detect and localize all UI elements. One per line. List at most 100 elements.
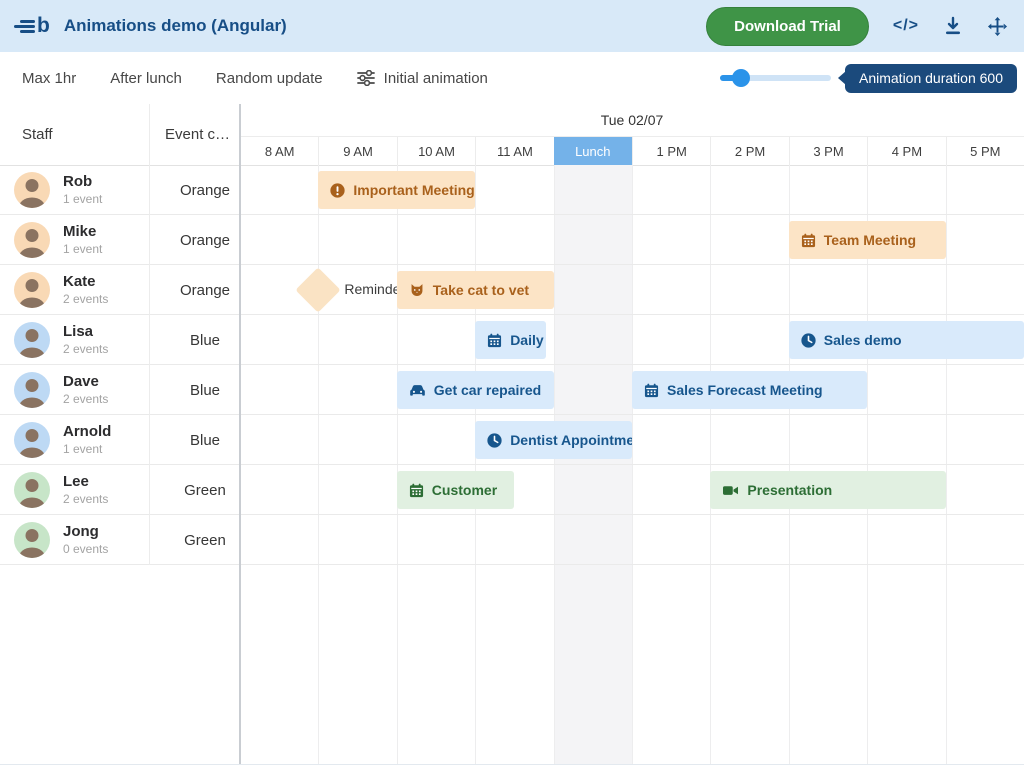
- animation-duration-slider[interactable]: [720, 69, 831, 87]
- staff-cell-lee[interactable]: Lee 2 events: [0, 465, 150, 515]
- staff-event-count: 1 event: [63, 441, 103, 456]
- event-label: Daily: [510, 332, 544, 348]
- event-label: Take cat to vet: [432, 282, 530, 298]
- avatar: [14, 322, 50, 358]
- staff-column-header[interactable]: Staff: [0, 104, 150, 165]
- staff-name: Rob: [63, 173, 93, 191]
- event-bar[interactable]: Customer: [396, 471, 515, 509]
- event-color-column-header[interactable]: Event c…: [165, 126, 231, 143]
- event-color-cell[interactable]: Blue: [189, 381, 221, 399]
- staff-name: Kate: [63, 273, 96, 291]
- staff-event-count: 1 event: [63, 241, 103, 256]
- event-label: Get car repaired: [433, 382, 542, 398]
- event-bar[interactable]: Get car repaired: [396, 371, 554, 409]
- download-icon[interactable]: [943, 16, 963, 36]
- bryntum-logo[interactable]: b: [14, 15, 50, 36]
- event-bar[interactable]: Presentation: [710, 471, 946, 509]
- animation-duration-badge: Animation duration 600: [845, 63, 1017, 93]
- event-bar[interactable]: Team Meeting: [788, 221, 946, 259]
- time-axis-header: 8 AM 9 AM 10 AM 11 AM Lunch 1 PM 2 PM 3 PM 4 PM 5…: [240, 137, 1024, 165]
- random-update-button[interactable]: Random update: [215, 69, 323, 87]
- event-label: Sales Forecast Meeting: [667, 382, 823, 398]
- staff-event-count: 1 event: [63, 191, 103, 206]
- initial-animation-label: Initial animation: [383, 69, 488, 87]
- download-trial-button[interactable]: Download Trial: [706, 6, 869, 46]
- date-header: Tue 02/07: [240, 104, 1024, 137]
- time-header-cell[interactable]: 4 PM: [867, 137, 945, 165]
- event-color-cell[interactable]: Blue: [189, 431, 221, 449]
- avatar: [14, 422, 50, 458]
- event-bar[interactable]: Dentist Appointment: [475, 421, 632, 459]
- schedule-row: Rob 1 event Orange: [0, 165, 1024, 215]
- schedule-row: Jong 0 events Green: [0, 515, 1024, 565]
- event-bar[interactable]: Important Meeting: [318, 171, 476, 209]
- event-color-cell[interactable]: Orange: [179, 281, 231, 299]
- time-header-cell[interactable]: 9 AM: [318, 137, 396, 165]
- time-header-cell[interactable]: 3 PM: [788, 137, 867, 165]
- milestone-label: Reminder: [344, 281, 397, 297]
- staff-event-count: 2 events: [63, 391, 109, 406]
- time-header-cell[interactable]: 2 PM: [710, 137, 788, 165]
- staff-event-count: 0 events: [63, 541, 109, 556]
- avatar: [14, 372, 50, 408]
- avatar: [14, 172, 50, 208]
- staff-event-count: 2 events: [63, 291, 109, 306]
- time-header-cell[interactable]: Lunch: [553, 137, 632, 165]
- slider-track[interactable]: [720, 75, 831, 81]
- staff-name: Arnold: [63, 423, 112, 441]
- staff-cell-arnold[interactable]: Arnold 1 event: [0, 415, 150, 465]
- staff-cell-jong[interactable]: Jong 0 events: [0, 515, 150, 565]
- staff-event-count: 2 events: [63, 341, 109, 356]
- toolbar: Max 1hr After lunch Random update Initia…: [0, 52, 1024, 104]
- avatar: [14, 272, 50, 308]
- schedule-row: Lisa 2 events Blue: [0, 315, 1024, 365]
- event-color-cell[interactable]: Green: [184, 531, 226, 549]
- event-bar[interactable]: Sales demo: [788, 321, 1024, 359]
- slider-thumb[interactable]: [732, 69, 750, 87]
- event-color-cell[interactable]: Green: [184, 481, 226, 499]
- staff-cell-rob[interactable]: Rob 1 event: [0, 165, 150, 215]
- event-color-cell[interactable]: Orange: [179, 181, 231, 199]
- schedule-row: Arnold 1 event Blue: [0, 415, 1024, 465]
- event-label: Team Meeting: [823, 232, 917, 248]
- event-bar[interactable]: Sales Forecast Meeting: [632, 371, 868, 409]
- max-1hr-button[interactable]: Max 1hr: [22, 69, 77, 87]
- event-color-cell[interactable]: Orange: [179, 231, 231, 249]
- grid-splitter[interactable]: [239, 104, 241, 764]
- event-bar[interactable]: Take cat to vet: [396, 271, 554, 309]
- staff-name: Jong: [63, 523, 99, 541]
- slider-fill: [720, 75, 742, 81]
- time-header-cell[interactable]: 11 AM: [475, 137, 553, 165]
- schedule-row: Kate 2 events Orange: [0, 265, 1024, 315]
- schedule-row: Dave 2 events Blue: [0, 365, 1024, 415]
- scheduler-body: Rob 1 event Orange Important Meeting Mike 1 e…: [0, 165, 1024, 764]
- bottom-border: [0, 764, 1024, 765]
- move-icon[interactable]: [987, 16, 1008, 37]
- staff-event-count: 2 events: [63, 491, 109, 506]
- avatar: [14, 522, 50, 558]
- time-header-cell[interactable]: 10 AM: [396, 137, 475, 165]
- after-lunch-button[interactable]: After lunch: [110, 69, 182, 87]
- avatar: [14, 222, 50, 258]
- logo-bars-icon: [14, 19, 35, 33]
- avatar: [14, 472, 50, 508]
- time-header-cell[interactable]: 8 AM: [240, 137, 318, 165]
- staff-name: Lee: [63, 473, 89, 491]
- staff-cell-lisa[interactable]: Lisa 2 events: [0, 315, 150, 365]
- app-header: b Animations demo (Angular) Download Tri…: [0, 0, 1024, 52]
- event-bar[interactable]: Daily: [475, 321, 546, 359]
- code-icon[interactable]: </>: [892, 17, 919, 34]
- initial-animation-button[interactable]: Initial animation: [356, 69, 488, 87]
- event-label: Sales demo: [823, 332, 902, 348]
- time-header-cell[interactable]: 1 PM: [632, 137, 710, 165]
- staff-cell-kate[interactable]: Kate 2 events: [0, 265, 150, 315]
- staff-cell-mike[interactable]: Mike 1 event: [0, 215, 150, 265]
- event-color-cell[interactable]: Blue: [189, 331, 221, 349]
- staff-name: Mike: [63, 223, 97, 241]
- staff-cell-dave[interactable]: Dave 2 events: [0, 365, 150, 415]
- event-label: Customer: [431, 482, 498, 498]
- time-header-cell[interactable]: 5 PM: [945, 137, 1024, 165]
- schedule-row: Mike 1 event Orange: [0, 215, 1024, 265]
- event-label: Dentist Appointment: [510, 432, 632, 448]
